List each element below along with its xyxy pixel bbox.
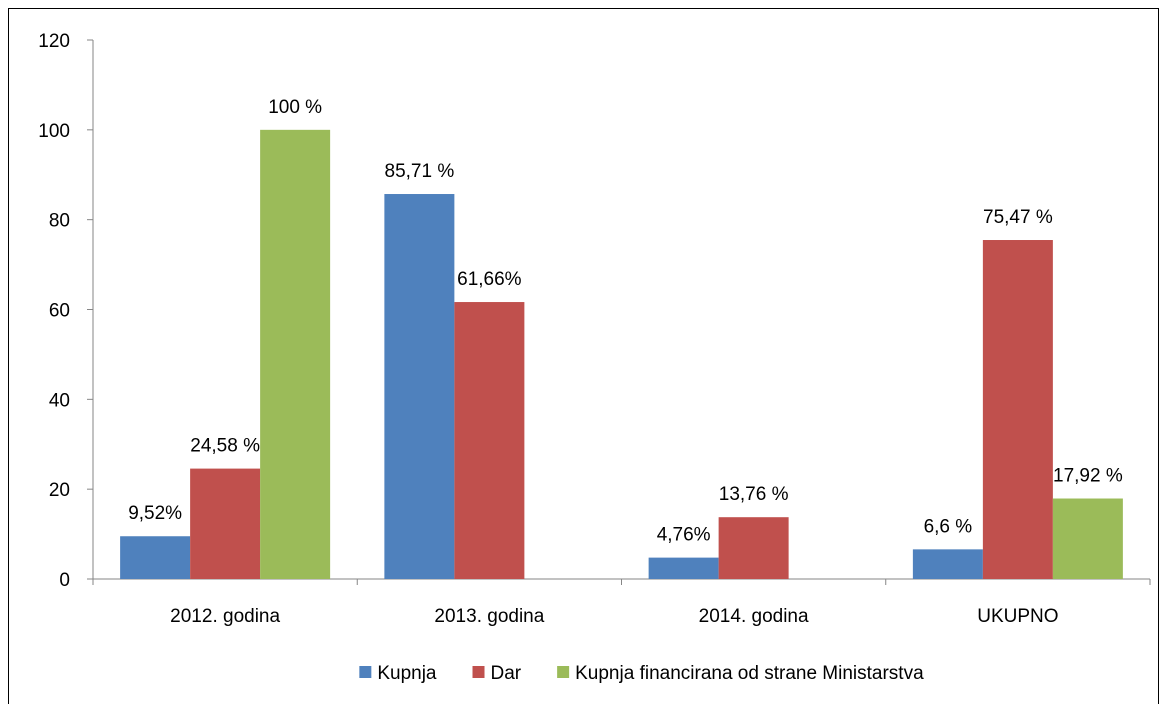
x-category-label: 2013. godina	[434, 606, 544, 627]
x-category-label: 2012. godina	[170, 606, 280, 627]
data-label: 85,71 %	[385, 161, 455, 182]
y-tick-label: 60	[49, 301, 70, 322]
y-tick-label: 40	[49, 390, 70, 411]
chart-frame	[8, 8, 1159, 709]
data-label: 4,76%	[657, 525, 711, 546]
data-label: 61,66%	[457, 269, 522, 290]
y-tick-label: 100	[38, 121, 70, 142]
bar-kupnja-financirana-od-strane-ministarstva-0	[260, 129, 331, 580]
legend-swatch	[557, 666, 570, 678]
bar-kupnja-1	[384, 194, 455, 579]
bar-dar-2	[718, 517, 789, 579]
legend-label: Dar	[491, 663, 522, 684]
bar-kupnja-2	[648, 557, 719, 579]
bar-kupnja-3	[912, 549, 983, 579]
legend-label: Kupnja financirana od strane Ministarstv…	[575, 663, 924, 684]
y-tick-label: 0	[59, 570, 70, 591]
bar-dar-0	[190, 468, 261, 579]
bar-kupnja-0	[120, 536, 191, 579]
data-label: 24,58 %	[190, 436, 260, 457]
bar-kupnja-financirana-od-strane-ministarstva-3	[1052, 498, 1123, 579]
y-tick-label: 20	[49, 480, 70, 501]
data-label: 100 %	[268, 97, 322, 118]
legend-label: Kupnja	[377, 663, 437, 684]
data-label: 6,6 %	[924, 516, 973, 537]
legend-swatch	[359, 666, 372, 678]
data-label: 17,92 %	[1053, 466, 1123, 487]
data-label: 13,76 %	[719, 484, 789, 505]
y-tick-label: 80	[49, 211, 70, 232]
x-category-label: UKUPNO	[977, 606, 1058, 627]
data-label: 9,52%	[128, 503, 182, 524]
bar-dar-1	[454, 302, 525, 579]
legend-swatch	[472, 666, 485, 678]
y-tick-label: 120	[38, 31, 70, 52]
x-category-label: 2014. godina	[699, 606, 809, 627]
bar-dar-3	[982, 240, 1053, 579]
data-label: 75,47 %	[983, 207, 1053, 228]
